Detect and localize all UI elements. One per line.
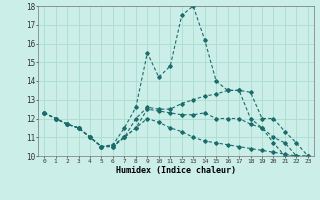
X-axis label: Humidex (Indice chaleur): Humidex (Indice chaleur) bbox=[116, 166, 236, 175]
